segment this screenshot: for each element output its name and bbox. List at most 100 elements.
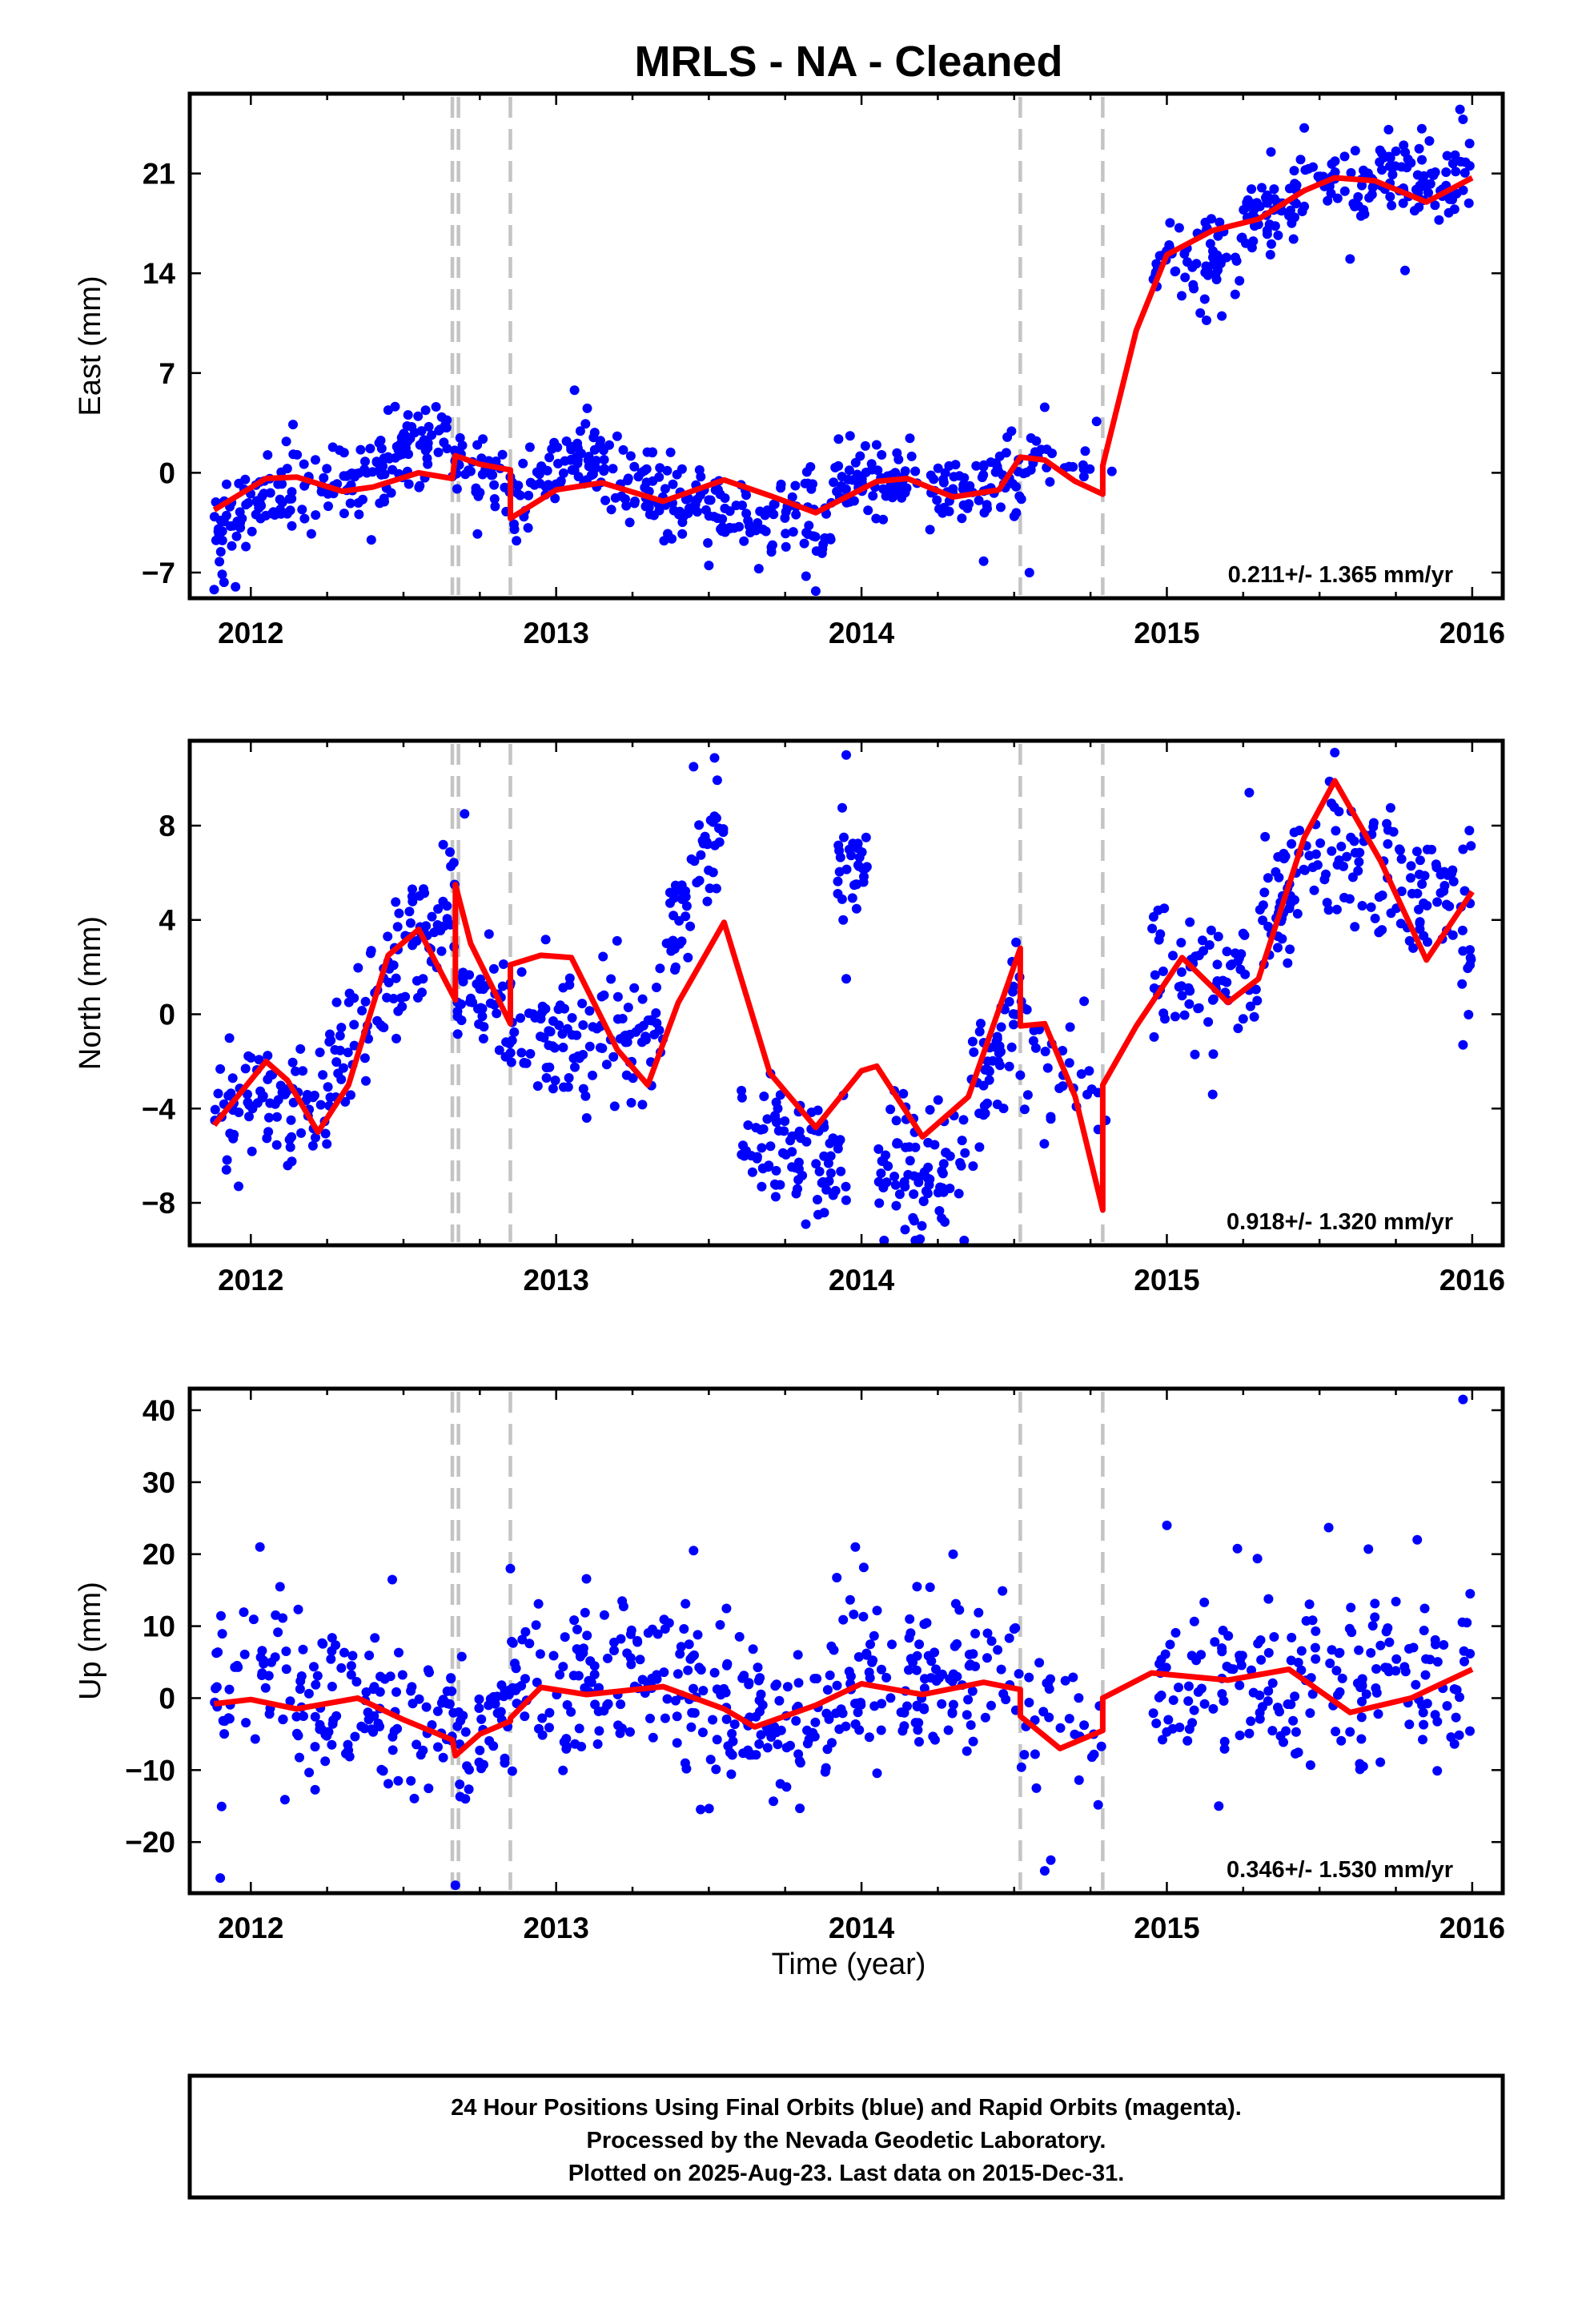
up-data-point-318 — [568, 1671, 579, 1681]
north-data-point-321 — [560, 1003, 569, 1014]
north-data-point-894 — [1419, 870, 1430, 881]
north-data-point-628 — [984, 1065, 994, 1076]
up-data-point-296 — [685, 1654, 696, 1664]
up-data-point-154 — [278, 1613, 288, 1623]
up-data-point-124 — [315, 1719, 325, 1730]
up-data-point-789 — [1039, 1866, 1050, 1876]
north-data-point-712 — [1185, 917, 1195, 927]
up-data-point-618 — [1199, 1597, 1210, 1607]
north-data-point-899 — [1465, 945, 1475, 955]
north-data-point-645 — [1079, 996, 1090, 1007]
north-data-point-436 — [823, 1158, 833, 1168]
east-data-point-76 — [297, 505, 307, 515]
north-data-point-761 — [1289, 827, 1299, 838]
north-data-point-745 — [1263, 873, 1273, 883]
up-data-point-751 — [1421, 1654, 1431, 1664]
north-data-point-438 — [813, 1195, 822, 1204]
east-data-point-639 — [1026, 464, 1036, 475]
east-data-point-73 — [299, 459, 309, 469]
east-data-point-876 — [978, 556, 989, 566]
up-data-point-589 — [1044, 1684, 1054, 1694]
up-data-point-410 — [774, 1695, 785, 1706]
north-data-point-686 — [1158, 966, 1168, 976]
up-data-point-718 — [1151, 1719, 1162, 1728]
east-data-point-557 — [933, 463, 943, 473]
east-y-tick-label-21: 21 — [143, 158, 175, 191]
up-data-point-390 — [753, 1663, 763, 1673]
up-data-point-58 — [351, 1677, 362, 1687]
east-data-point-607 — [926, 470, 936, 480]
up-data-point-576 — [1074, 1775, 1084, 1785]
up-data-point-17 — [216, 1801, 227, 1811]
up-data-point-34 — [231, 1662, 242, 1672]
up-data-point-283 — [603, 1653, 612, 1663]
north-data-point-85 — [323, 1082, 333, 1092]
up-data-point-784 — [1323, 1522, 1334, 1533]
north-y-tick-labels: −8 −4 0 4 8 — [142, 810, 176, 1220]
north-data-point-408 — [785, 1136, 795, 1146]
up-data-point-596 — [1199, 1699, 1210, 1709]
north-data-point-866 — [1411, 846, 1422, 857]
up-data-point-675 — [1370, 1598, 1380, 1609]
up-data-point-510 — [914, 1737, 924, 1747]
up-data-point-690 — [1370, 1612, 1380, 1622]
east-data-point-657 — [1230, 289, 1240, 300]
north-data-point-253 — [541, 1073, 552, 1083]
east-data-point-395 — [694, 464, 705, 475]
east-data-point-588 — [940, 468, 950, 478]
north-data-point-394 — [681, 886, 691, 896]
east-data-point-309 — [591, 456, 601, 466]
east-data-point-862 — [1426, 168, 1436, 179]
east-data-point-542 — [900, 466, 910, 476]
north-data-point-551 — [958, 1115, 969, 1125]
north-data-point-518 — [876, 1168, 886, 1179]
east-data-point-851 — [1339, 151, 1350, 162]
east-data-point-540 — [871, 440, 881, 450]
east-data-point-608 — [958, 479, 969, 489]
east-data-point-696 — [1209, 259, 1219, 269]
up-data-point-313 — [535, 1649, 545, 1659]
east-data-point-828 — [1376, 148, 1387, 159]
east-data-point-691 — [1199, 294, 1210, 304]
north-data-point-423 — [770, 1192, 781, 1202]
north-data-point-605 — [969, 1047, 979, 1057]
north-data-point-523 — [894, 1189, 905, 1200]
up-data-point-514 — [964, 1661, 974, 1671]
north-data-point-861 — [1404, 935, 1415, 946]
up-data-point-585 — [1031, 1783, 1042, 1793]
east-data-point-231 — [472, 440, 483, 450]
north-data-point-841 — [1388, 826, 1399, 837]
north-data-point-851 — [1334, 855, 1344, 866]
east-data-point-634 — [1036, 444, 1046, 455]
east-data-point-445 — [791, 509, 801, 520]
east-data-point-601 — [1006, 426, 1017, 436]
north-data-point-454 — [841, 1181, 851, 1192]
north-data-point-378 — [686, 854, 697, 864]
east-data-point-298 — [580, 419, 591, 429]
north-data-point-731 — [1176, 967, 1186, 977]
north-x-tick-label-2013: 2013 — [524, 1264, 589, 1297]
up-data-point-768 — [1156, 1691, 1166, 1700]
up-y-tick-label-30: 30 — [143, 1466, 175, 1499]
up-plot-frame — [187, 1386, 1505, 1896]
north-data-point-553 — [917, 1220, 927, 1231]
north-data-point-290 — [623, 1003, 633, 1012]
up-data-point-542 — [872, 1606, 882, 1616]
north-data-point-550 — [909, 1189, 919, 1200]
north-data-point-166 — [408, 896, 418, 907]
north-data-point-479 — [771, 1116, 781, 1126]
east-x-tick-label-2014: 2014 — [829, 617, 895, 649]
east-data-point-386 — [717, 514, 728, 525]
east-data-point-174 — [403, 410, 413, 420]
north-data-point-753 — [1259, 887, 1270, 898]
east-data-point-250 — [523, 523, 533, 533]
north-data-point-20 — [227, 1073, 238, 1084]
east-data-point-543 — [910, 466, 921, 476]
up-data-point-465 — [845, 1594, 855, 1605]
up-data-point-64 — [291, 1711, 302, 1722]
north-data-point-102 — [394, 908, 404, 919]
up-data-point-303 — [520, 1626, 531, 1637]
north-data-point-388 — [663, 938, 673, 948]
up-data-point-508 — [904, 1665, 913, 1675]
east-data-point-451 — [790, 480, 801, 491]
